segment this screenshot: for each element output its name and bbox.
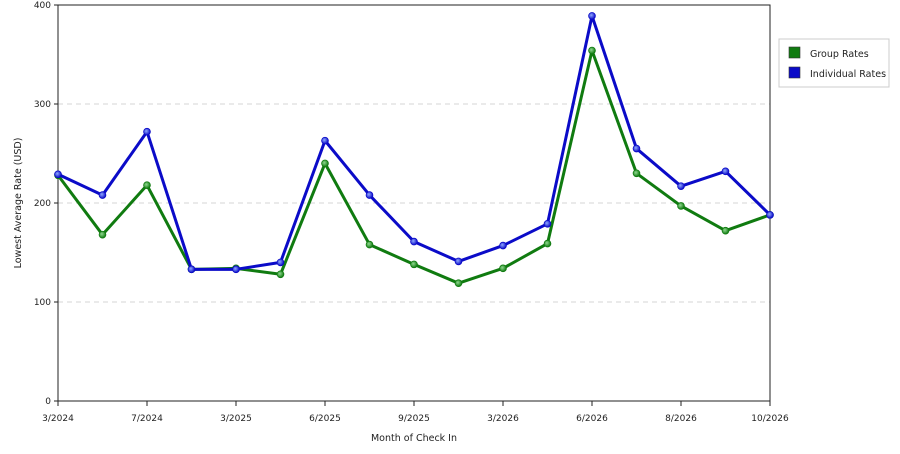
x-tick-label: 7/2024 [131, 414, 163, 424]
data-point-individual-rates[interactable] [766, 211, 774, 219]
data-point-individual-rates[interactable] [321, 136, 329, 145]
x-tick-label: 3/2025 [220, 414, 252, 424]
data-point-group-rates[interactable] [632, 169, 641, 178]
x-tick-label: 9/2025 [398, 414, 430, 424]
data-point-group-rates[interactable] [677, 202, 685, 210]
x-tick-label: 3/2026 [487, 414, 519, 424]
data-point-individual-rates[interactable] [54, 170, 62, 179]
data-point-group-rates[interactable] [543, 239, 552, 248]
y-axis-title: Lowest Average Rate (USD) [13, 138, 24, 269]
data-point-individual-rates[interactable] [187, 265, 196, 274]
data-point-individual-rates[interactable] [677, 182, 685, 190]
legend-swatch-individual-rates [788, 66, 801, 79]
data-point-individual-rates[interactable] [588, 12, 596, 20]
data-point-individual-rates[interactable] [143, 127, 151, 136]
series-line-group-rates [56, 49, 772, 285]
data-point-group-rates[interactable] [143, 181, 151, 189]
x-axis-title: Month of Check In [371, 433, 457, 444]
series-line-individual-rates [56, 14, 772, 271]
legend-label-group-rates: Group Rates [810, 49, 869, 60]
data-point-individual-rates[interactable] [232, 265, 240, 274]
y-tick-label: 0 [45, 397, 51, 407]
data-point-individual-rates[interactable] [276, 258, 285, 267]
data-point-individual-rates[interactable] [98, 191, 107, 199]
data-point-group-rates[interactable] [499, 264, 507, 273]
data-point-group-rates[interactable] [98, 230, 107, 239]
data-point-individual-rates[interactable] [365, 191, 374, 199]
data-point-individual-rates[interactable] [410, 237, 418, 246]
data-point-group-rates[interactable] [276, 270, 285, 279]
x-tick-label: 3/2024 [42, 414, 74, 424]
x-tick-label: 8/2026 [665, 414, 697, 424]
data-point-individual-rates[interactable] [499, 241, 507, 250]
y-tick-label: 100 [34, 298, 51, 308]
data-point-individual-rates[interactable] [721, 167, 730, 176]
data-point-individual-rates[interactable] [632, 144, 641, 153]
y-tick-label: 200 [34, 199, 51, 209]
legend-label-individual-rates: Individual Rates [810, 69, 886, 80]
y-tick-label: 300 [34, 100, 51, 110]
data-point-group-rates[interactable] [588, 46, 596, 55]
x-tick-label: 6/2026 [576, 414, 608, 424]
data-point-individual-rates[interactable] [543, 219, 552, 228]
y-tick-label: 400 [34, 1, 51, 11]
x-tick-label: 10/2026 [751, 414, 789, 424]
legend: Group Rates Individual Rates [778, 38, 890, 88]
data-point-group-rates[interactable] [454, 279, 463, 287]
data-point-group-rates[interactable] [410, 260, 418, 269]
data-point-group-rates[interactable] [365, 240, 374, 249]
data-point-group-rates[interactable] [321, 159, 329, 168]
data-point-group-rates[interactable] [721, 226, 730, 235]
x-tick-label: 6/2025 [309, 414, 341, 424]
data-point-individual-rates[interactable] [454, 257, 463, 266]
legend-swatch-group-rates [788, 46, 801, 59]
